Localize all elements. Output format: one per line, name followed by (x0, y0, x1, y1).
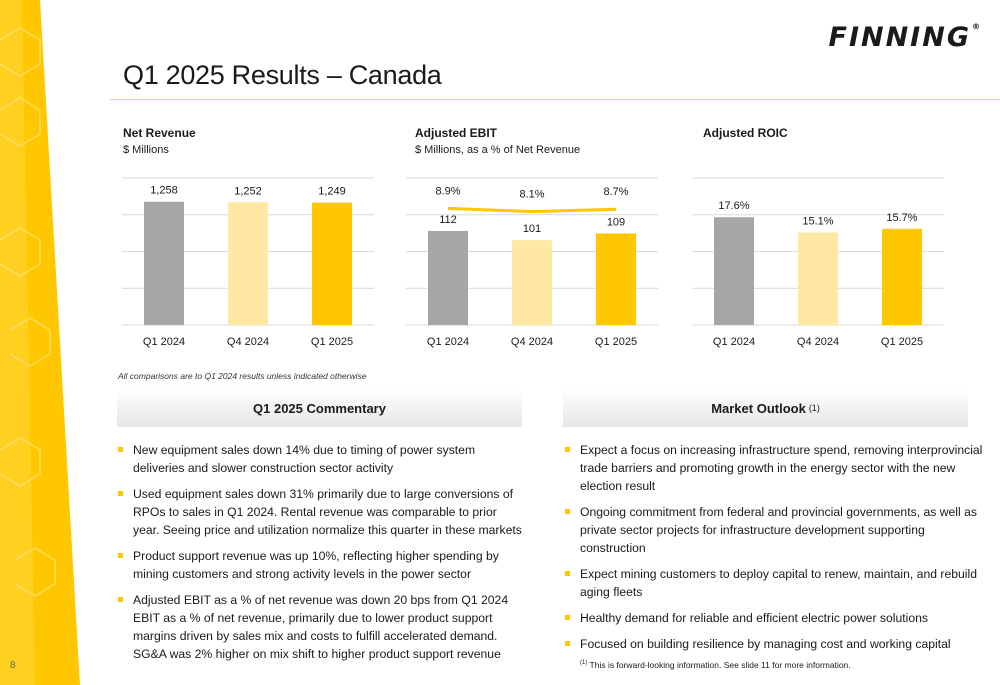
page-title: Q1 2025 Results – Canada (123, 60, 442, 90)
title-divider (110, 99, 1000, 100)
commentary-bullet: Used equipment sales down 31% primarily … (116, 485, 524, 539)
bar-value-label: 112 (439, 214, 457, 226)
x-tick-label: Q1 2025 (595, 336, 637, 348)
commentary-heading: Q1 2025 Commentary (117, 389, 522, 427)
bullet-square-icon (565, 509, 570, 514)
commentary-bullet: Adjusted EBIT as a % of net revenue was … (116, 591, 524, 663)
x-tick-label: Q1 2024 (427, 336, 469, 348)
line-value-label: 8.1% (519, 189, 544, 201)
decorative-left-band (0, 0, 80, 685)
bar-value-label: 109 (607, 216, 625, 228)
x-tick-label: Q4 2024 (511, 336, 553, 348)
bullet-square-icon (118, 447, 123, 452)
line-value-label: 8.9% (435, 185, 460, 197)
ebit-margin-line (447, 206, 617, 214)
market-outlook-heading: Market Outlook (1) (563, 389, 968, 427)
bar (714, 217, 754, 325)
x-tick-label: Q4 2024 (797, 336, 839, 348)
chart-adjusted-roic-title: Adjusted ROIC (703, 126, 788, 140)
commentary-bullet: New equipment sales down 14% due to timi… (116, 441, 524, 477)
chart-adjusted-roic: 17.6% Q1 2024 15.1% Q4 2024 15.7% Q1 2025 (692, 177, 944, 348)
chart-net-revenue-subtitle: $ Millions (123, 144, 169, 156)
bar-value-label: 1,252 (234, 185, 262, 197)
outlook-bullet: Expect mining customers to deploy capita… (563, 565, 988, 601)
outlook-bullet: Focused on building resilience by managi… (563, 635, 988, 653)
bar (798, 232, 838, 325)
line-value-label: 8.7% (603, 186, 628, 198)
x-tick-label: Q1 2025 (881, 336, 923, 348)
bar-value-label: 1,258 (150, 185, 178, 197)
bar-value-label: 15.7% (886, 212, 917, 224)
chart-adjusted-ebit: 112 Q1 2024 101 Q4 2024 109 Q1 2025 8.9% 8.1% 8.… (406, 177, 658, 348)
bar (882, 228, 922, 325)
bar-value-label: 17.6% (718, 200, 749, 212)
bar-value-label: 1,249 (318, 186, 346, 198)
bar (512, 240, 552, 325)
bullet-square-icon (118, 553, 123, 558)
finning-logo: FINNING® (828, 22, 982, 53)
x-tick-label: Q1 2025 (311, 336, 353, 348)
bar-value-label: 15.1% (802, 216, 833, 228)
bar-value-label: 101 (523, 223, 541, 235)
x-tick-label: Q1 2024 (713, 336, 755, 348)
chart-adjusted-ebit-title: Adjusted EBIT (415, 126, 498, 140)
x-tick-label: Q1 2024 (143, 336, 185, 348)
outlook-bullet: Expect a focus on increasing infrastruct… (563, 441, 988, 495)
bullet-square-icon (118, 597, 123, 602)
chart-adjusted-ebit-subtitle: $ Millions, as a % of Net Revenue (415, 144, 581, 156)
bar (312, 202, 352, 325)
bullet-square-icon (565, 615, 570, 620)
outlook-bullet: Ongoing commitment from federal and prov… (563, 503, 988, 557)
bar (428, 230, 468, 325)
forward-looking-footnote: (1) This is forward-looking information.… (580, 660, 851, 670)
bar (144, 201, 184, 325)
market-outlook-list: Expect a focus on increasing infrastruct… (563, 441, 988, 661)
bullet-square-icon (118, 491, 123, 496)
page-number: 8 (10, 660, 16, 671)
bullet-square-icon (565, 447, 570, 452)
bullet-square-icon (565, 571, 570, 576)
chart-net-revenue: 1,258 Q1 2024 1,252 Q4 2024 1,249 Q1 2025 (122, 177, 374, 348)
commentary-list: New equipment sales down 14% due to timi… (116, 441, 524, 671)
x-tick-label: Q4 2024 (227, 336, 269, 348)
comparison-note: All comparisons are to Q1 2024 results u… (118, 371, 367, 381)
commentary-bullet: Product support revenue was up 10%, refl… (116, 547, 524, 583)
bullet-square-icon (565, 641, 570, 646)
bar (596, 233, 636, 325)
outlook-bullet: Healthy demand for reliable and efficien… (563, 609, 988, 627)
chart-net-revenue-title: Net Revenue (123, 126, 196, 140)
bar (228, 202, 268, 325)
